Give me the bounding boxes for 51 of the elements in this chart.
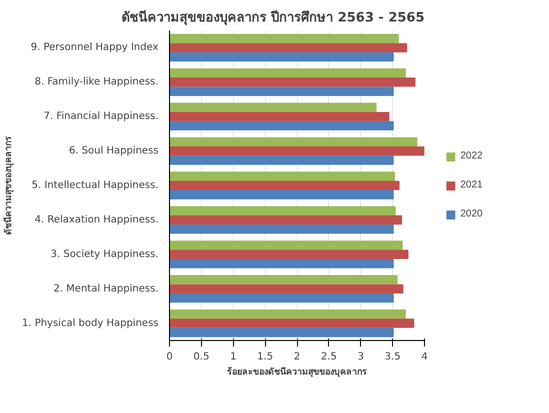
bar <box>170 86 394 96</box>
bar <box>170 206 396 216</box>
bar <box>170 328 394 338</box>
x-tick-label: 2.5 <box>320 352 337 362</box>
bar <box>170 293 394 303</box>
bar <box>170 43 408 52</box>
bar <box>170 318 414 328</box>
bar <box>170 275 398 284</box>
y-tick-label: 3. Society Happiness. <box>50 248 158 260</box>
y-tick-label: 8. Family-like Happiness. <box>34 76 159 88</box>
x-axis-title: ร้อยละของดัชนีความสุขของบุคลากร <box>227 366 367 378</box>
y-tick-label: 4. Relaxation Happiness. <box>34 214 159 226</box>
y-tick-label: 9. Personnel Happy Index <box>30 42 159 54</box>
bar <box>170 190 394 200</box>
x-tick-label: 1 <box>230 352 236 362</box>
bar <box>170 215 402 225</box>
bar <box>170 309 406 319</box>
bar <box>170 112 390 122</box>
bar <box>170 240 403 250</box>
legend-label: 2022 <box>460 150 483 162</box>
bar <box>170 284 404 294</box>
x-tick-label: 4 <box>421 352 428 362</box>
bar <box>170 102 377 112</box>
y-tick-label: 2. Mental Happiness. <box>53 283 159 294</box>
bar <box>170 137 418 147</box>
bar <box>170 121 394 130</box>
bar <box>170 172 396 181</box>
x-tick-label: 1.5 <box>257 352 274 362</box>
bar <box>170 180 400 190</box>
y-tick-label: 6. Soul Happiness <box>68 146 159 157</box>
legend-label: 2021 <box>460 180 483 190</box>
bar <box>170 34 399 44</box>
bar <box>170 224 394 234</box>
x-tick-label: 3 <box>358 352 364 362</box>
x-tick-label: 0 <box>166 352 173 362</box>
chart-title: ดัชนีความสุขของบุคลากร ปีการศึกษา 2563 - 2565 <box>122 10 425 26</box>
y-tick-label: 5. Intellectual Happiness. <box>32 180 159 191</box>
bar <box>170 52 394 62</box>
bar <box>170 156 394 165</box>
legend-label: 2020 <box>460 208 483 220</box>
x-tick-label: 3.5 <box>384 352 401 362</box>
bar <box>170 68 406 78</box>
bar <box>170 250 408 260</box>
bar <box>170 146 424 156</box>
y-tick-label: 7. Financial Happiness. <box>44 111 159 122</box>
bar <box>170 258 394 268</box>
x-tick-label: 0.5 <box>193 352 210 362</box>
bar <box>170 78 416 87</box>
y-tick-label: 1. Physical body Happiness <box>22 318 159 329</box>
y-axis-title: ดัชนีความสุขของบุคลากร <box>2 136 14 235</box>
x-tick-label: 2 <box>294 352 300 362</box>
